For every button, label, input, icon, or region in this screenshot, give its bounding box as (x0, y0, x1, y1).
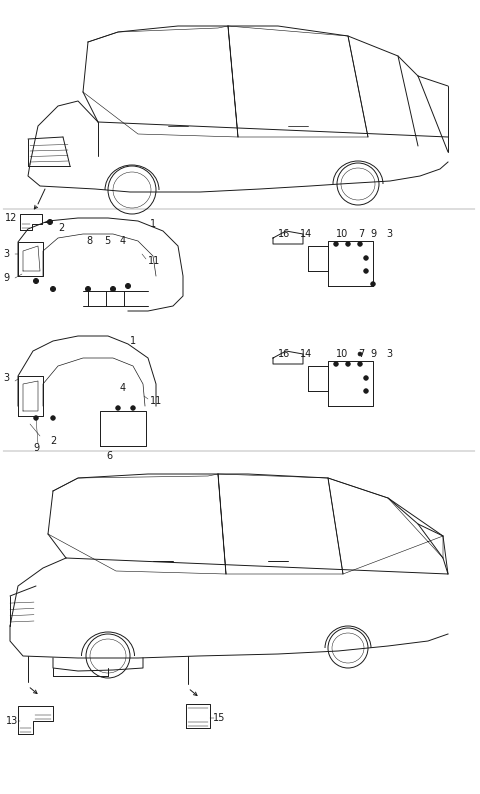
Circle shape (51, 416, 55, 420)
Text: 14: 14 (300, 229, 312, 239)
Text: 4: 4 (120, 236, 126, 246)
Circle shape (358, 362, 362, 366)
Polygon shape (18, 706, 53, 734)
Circle shape (34, 416, 38, 420)
Text: 7: 7 (358, 229, 364, 239)
Circle shape (346, 242, 350, 246)
Circle shape (334, 242, 338, 246)
Text: 1: 1 (150, 219, 156, 229)
Circle shape (110, 287, 116, 291)
Text: 16: 16 (278, 349, 290, 359)
Text: 11: 11 (150, 396, 162, 406)
Text: 9: 9 (370, 229, 376, 239)
Circle shape (50, 287, 56, 291)
Text: 7: 7 (358, 349, 364, 359)
Circle shape (125, 283, 131, 288)
Text: 12: 12 (5, 213, 17, 223)
Polygon shape (186, 704, 210, 728)
Text: 13: 13 (6, 716, 18, 726)
Circle shape (334, 362, 338, 366)
Text: 2: 2 (58, 223, 64, 233)
Circle shape (346, 362, 350, 366)
Circle shape (116, 406, 120, 410)
Text: 4: 4 (120, 383, 126, 393)
Text: 10: 10 (336, 349, 348, 359)
Text: 16: 16 (278, 229, 290, 239)
Text: 5: 5 (104, 236, 110, 246)
Text: 3: 3 (3, 373, 9, 383)
Text: 9: 9 (33, 443, 39, 453)
Text: 10: 10 (336, 229, 348, 239)
Text: 11: 11 (148, 256, 160, 266)
Circle shape (131, 406, 135, 410)
Text: 9: 9 (3, 273, 9, 283)
Circle shape (364, 269, 368, 273)
Text: 14: 14 (300, 349, 312, 359)
Circle shape (364, 376, 368, 380)
Circle shape (358, 242, 362, 246)
Circle shape (48, 219, 52, 225)
Text: 8: 8 (86, 236, 92, 246)
Text: 15: 15 (213, 713, 226, 723)
Text: 1: 1 (130, 336, 136, 346)
Circle shape (85, 287, 91, 291)
Circle shape (371, 282, 375, 286)
Text: 2: 2 (50, 436, 56, 446)
Text: 3: 3 (3, 249, 9, 259)
Circle shape (34, 279, 38, 283)
Text: 3: 3 (386, 229, 392, 239)
Text: 6: 6 (106, 451, 112, 461)
Text: 9: 9 (370, 349, 376, 359)
Circle shape (364, 389, 368, 393)
Circle shape (364, 256, 368, 260)
Circle shape (358, 353, 362, 356)
Text: 3: 3 (386, 349, 392, 359)
